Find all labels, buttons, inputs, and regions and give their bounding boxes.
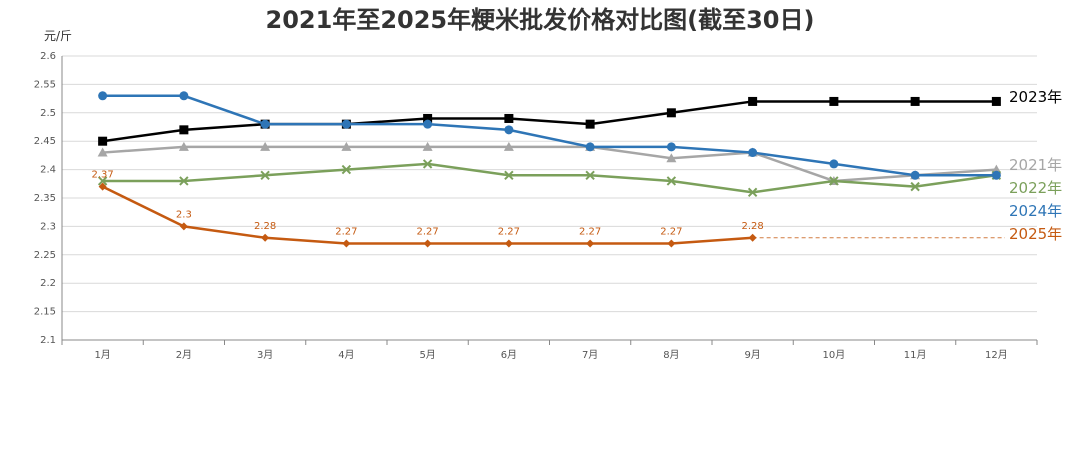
data-label: 2.3	[176, 209, 192, 220]
data-label: 2.27	[416, 226, 438, 237]
data-point-square	[991, 96, 1001, 106]
series-2024年: 2024年	[98, 91, 1062, 220]
series-line	[102, 145, 997, 183]
data-label: 2.27	[579, 226, 601, 237]
data-point-circle	[179, 91, 189, 101]
y-axis-unit: 元/斤	[44, 29, 72, 43]
data-point-x	[829, 176, 839, 186]
y-tick-label: 2.35	[34, 193, 56, 204]
series-label: 2022年	[1009, 179, 1062, 197]
data-point-circle	[910, 170, 920, 180]
x-tick-label: 9月	[744, 349, 760, 361]
data-point-triangle	[97, 147, 108, 157]
data-point-x	[910, 181, 920, 192]
series-label: 2023年	[1009, 88, 1062, 106]
data-point-square	[666, 108, 676, 118]
data-point-circle	[260, 119, 270, 129]
data-point-x	[179, 176, 189, 186]
y-tick-label: 2.15	[34, 307, 56, 318]
data-point-square	[910, 96, 920, 106]
data-point-square	[585, 119, 595, 129]
y-tick-label: 2.55	[34, 79, 56, 90]
x-tick-label: 6月	[501, 349, 517, 361]
data-point-triangle	[503, 141, 514, 151]
data-point-triangle	[341, 141, 352, 151]
series-line	[102, 162, 997, 194]
x-tick-label: 12月	[985, 349, 1008, 361]
x-tick-label: 8月	[663, 349, 679, 361]
data-point-circle	[585, 142, 595, 152]
y-tick-label: 2.45	[34, 136, 56, 147]
x-tick-label: 2月	[176, 349, 192, 361]
data-point-diamond	[261, 233, 270, 242]
data-point-x	[747, 187, 758, 198]
data-point-diamond	[342, 239, 351, 248]
series-label: 2025年	[1009, 225, 1062, 243]
y-tick-label: 2.2	[40, 278, 56, 289]
x-tick-label: 10月	[823, 349, 846, 361]
data-point-square	[98, 136, 108, 146]
data-point-diamond	[667, 239, 676, 248]
x-tick-label: 11月	[904, 349, 927, 361]
y-tick-label: 2.6	[40, 51, 56, 62]
series-label: 2024年	[1009, 202, 1062, 220]
y-tick-label: 2.3	[40, 221, 56, 232]
data-point-diamond	[179, 222, 188, 231]
data-point-circle	[829, 159, 839, 169]
data-point-triangle	[178, 141, 189, 151]
series-line	[102, 100, 997, 143]
x-tick-label: 1月	[94, 349, 110, 361]
data-label: 2.27	[498, 226, 520, 237]
chart-title: 2021年至2025年粳米批发价格对比图(截至30日)	[266, 6, 815, 34]
data-label: 2.27	[660, 226, 682, 237]
data-point-circle	[341, 119, 351, 129]
series-line	[102, 94, 997, 177]
data-point-square	[179, 125, 189, 135]
x-tick-label: 5月	[419, 349, 435, 361]
data-point-circle	[666, 142, 676, 152]
series-2021年: 2021年	[97, 141, 1062, 185]
data-point-x	[422, 159, 433, 169]
data-point-triangle	[422, 141, 433, 151]
data-point-circle	[423, 119, 433, 129]
y-tick-label: 2.4	[40, 165, 56, 176]
data-point-x	[341, 164, 352, 175]
series-2025年: 2.37 2.3 2.28 2.27 2.27 2.27 2.27 2.27 2.28 2025年	[91, 170, 1062, 248]
data-point-circle	[748, 148, 758, 158]
data-point-triangle	[991, 164, 1002, 174]
data-label: 2.27	[335, 226, 357, 237]
data-point-x	[97, 176, 108, 186]
data-point-square	[504, 113, 514, 123]
data-point-diamond	[98, 182, 107, 191]
data-point-diamond	[586, 239, 595, 248]
data-point-diamond	[423, 239, 432, 248]
data-label: 2.28	[741, 221, 763, 232]
y-tick-label: 2.25	[34, 250, 56, 261]
data-point-x	[666, 176, 677, 186]
data-point-triangle	[666, 153, 677, 163]
data-point-square	[748, 96, 758, 106]
data-point-square	[829, 96, 839, 106]
y-tick-label: 2.1	[40, 335, 56, 346]
data-point-triangle	[260, 141, 271, 151]
data-point-x	[260, 170, 270, 180]
data-point-square	[423, 113, 433, 123]
data-point-diamond	[748, 233, 757, 242]
data-point-circle	[991, 170, 1001, 180]
data-point-circle	[504, 125, 514, 135]
data-point-x	[504, 170, 514, 180]
x-tick-label: 3月	[257, 349, 273, 361]
y-tick-label: 2.5	[40, 108, 56, 119]
series-label: 2021年	[1009, 156, 1062, 174]
series-2022年: 2022年	[97, 159, 1062, 198]
data-point-circle	[98, 91, 108, 101]
data-point-x	[585, 170, 595, 180]
x-tick-label: 7月	[582, 349, 598, 361]
data-point-diamond	[504, 239, 513, 248]
data-label: 2.37	[91, 170, 113, 181]
data-label: 2.28	[254, 221, 276, 232]
x-tick-label: 4月	[338, 349, 354, 361]
